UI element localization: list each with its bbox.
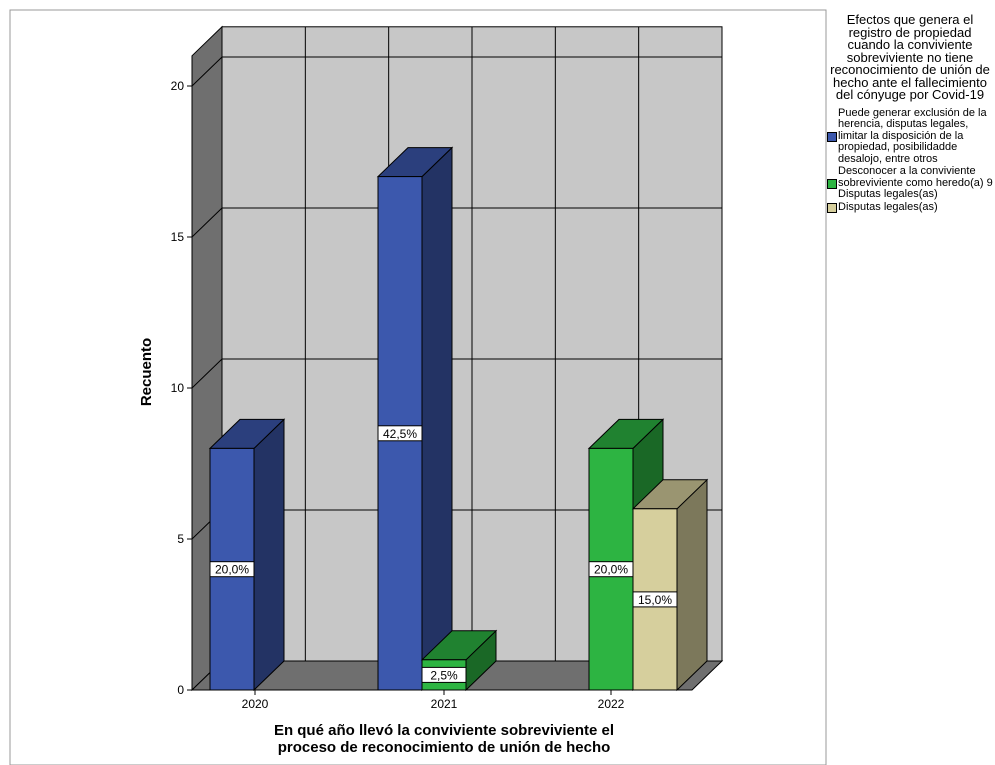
data-label: 2,5% [421, 666, 467, 683]
legend-item: Puede generar exclusión de la herencia, … [826, 106, 994, 166]
y-tick-label: 15 [171, 230, 185, 244]
data-label: 20,0% [588, 561, 634, 578]
legend-label: Disputas legales(as) [838, 200, 938, 213]
legend-item: Disputas legales(as) [826, 200, 994, 214]
legend-swatch [827, 178, 837, 189]
bar-side [253, 418, 285, 692]
y-tick-label: 0 [177, 683, 184, 697]
legend-swatch [827, 131, 837, 142]
data-label-box [588, 561, 634, 578]
data-label-text: 20,0% [594, 563, 628, 577]
bar-2022-series-3 [631, 478, 709, 692]
legend-swatch [827, 202, 837, 213]
x-tick-label: 2021 [431, 697, 458, 711]
data-labels: 20,0% 42,5% 2,5% 20,0% 15,0% [209, 425, 678, 683]
x-tick-label: 2022 [598, 697, 625, 711]
bar-2020-series-1 [208, 418, 286, 692]
data-label: 15,0% [632, 591, 678, 608]
bar-2021-series-1 [376, 146, 454, 692]
bar-side [421, 146, 453, 692]
legend: Efectos que genera el registro de propie… [826, 12, 994, 214]
x-axis-label-line-2: proceso de reconocimiento de unión de he… [278, 739, 611, 756]
data-label-text: 20,0% [215, 563, 249, 577]
y-tick-label: 20 [171, 79, 185, 93]
x-axis-label-line-1: En qué año llevó la conviviente sobreviv… [274, 722, 614, 739]
y-tick-label: 5 [177, 532, 184, 546]
bar-side [676, 478, 708, 692]
data-label-text: 15,0% [638, 593, 672, 607]
data-label-text: 2,5% [430, 668, 458, 682]
y-tick-label: 10 [171, 381, 185, 395]
legend-title: Efectos que genera el registro de propie… [830, 12, 990, 102]
data-label-box [209, 561, 255, 578]
legend-item: Desconocer a la conviviente sobrevivient… [826, 165, 994, 201]
bar-2021-series-2 [420, 629, 498, 692]
legend-label: Puede generar exclusión de la herencia, … [838, 106, 987, 165]
y-axis-label: Recuento [138, 338, 155, 406]
legend-label: Desconocer a la conviviente sobrevivient… [838, 165, 993, 200]
data-label-text: 42,5% [383, 427, 417, 441]
data-label-box [632, 591, 678, 608]
data-label-box [377, 425, 423, 442]
x-tick-label: 2020 [242, 697, 269, 711]
data-label: 42,5% [377, 425, 423, 442]
legend-items: Puede generar exclusión de la herencia, … [826, 106, 994, 214]
data-label: 20,0% [209, 561, 255, 578]
data-label-box [421, 666, 467, 683]
